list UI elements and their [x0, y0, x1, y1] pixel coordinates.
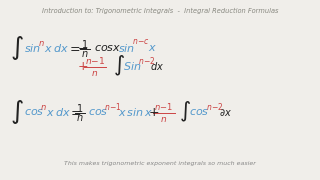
- Text: $n$: $n$: [92, 69, 99, 78]
- Text: $1$: $1$: [76, 102, 84, 114]
- Text: $\int$: $\int$: [113, 54, 125, 78]
- Text: $\mathit{dx}$: $\mathit{dx}$: [150, 60, 164, 72]
- Text: Introduction to: Trigonometric Integrals  -  Integral Reduction Formulas: Introduction to: Trigonometric Integrals…: [42, 8, 278, 14]
- Text: $\mathit{Sin}$: $\mathit{Sin}$: [123, 60, 141, 72]
- Text: $+$: $+$: [77, 60, 88, 73]
- Text: $\int$: $\int$: [10, 98, 24, 126]
- Text: $\mathit{cos}$: $\mathit{cos}$: [24, 107, 44, 117]
- Text: $n$: $n$: [76, 113, 84, 123]
- Text: $\mathit{cos}$: $\mathit{cos}$: [88, 107, 108, 117]
- Text: $\mathit{sin}$: $\mathit{sin}$: [24, 42, 41, 54]
- Text: $1$: $1$: [81, 38, 89, 50]
- Text: $\mathit{x\;dx}$: $\mathit{x\;dx}$: [44, 42, 70, 54]
- Text: $\int$: $\int$: [179, 100, 191, 124]
- Text: $=$: $=$: [68, 105, 82, 118]
- Text: $n\!-\!1$: $n\!-\!1$: [154, 102, 174, 112]
- Text: $n$: $n$: [81, 49, 89, 59]
- Text: $n$: $n$: [38, 39, 45, 48]
- Text: $\mathit{cos}$: $\mathit{cos}$: [189, 107, 210, 117]
- Text: $n$: $n$: [40, 102, 47, 111]
- Text: $\mathit{x\;dx}$: $\mathit{x\;dx}$: [46, 106, 72, 118]
- Text: $\mathit{x\,sin\,x}$: $\mathit{x\,sin\,x}$: [118, 106, 153, 118]
- Text: $\int$: $\int$: [10, 34, 24, 62]
- Text: $-$: $-$: [77, 42, 88, 55]
- Text: $n\!-\!2$: $n\!-\!2$: [206, 100, 224, 111]
- Text: $+$: $+$: [148, 105, 159, 118]
- Text: $\mathit{\partial x}$: $\mathit{\partial x}$: [219, 107, 232, 118]
- Text: $\mathit{cosx}$: $\mathit{cosx}$: [94, 43, 121, 53]
- Text: $n\!-\!1$: $n\!-\!1$: [84, 55, 105, 66]
- Text: $n\!-\!c$: $n\!-\!c$: [132, 37, 150, 46]
- Text: $\mathit{x}$: $\mathit{x}$: [148, 43, 157, 53]
- Text: $n\!-\!2$: $n\!-\!2$: [138, 55, 156, 66]
- Text: $n$: $n$: [160, 114, 168, 123]
- Text: This makes trigonometric exponent integrals so much easier: This makes trigonometric exponent integr…: [64, 161, 256, 165]
- Text: $\mathit{sin}$: $\mathit{sin}$: [118, 42, 135, 54]
- Text: $n\!-\!1$: $n\!-\!1$: [104, 100, 122, 111]
- Text: $=$: $=$: [67, 42, 81, 55]
